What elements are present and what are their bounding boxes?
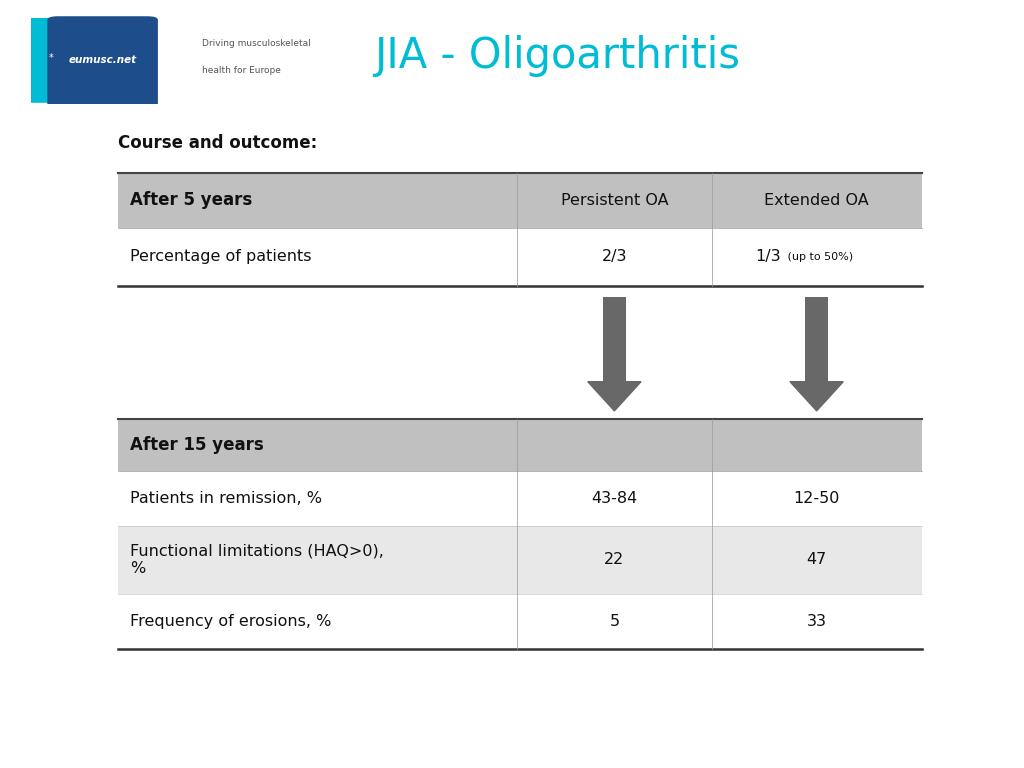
Text: 1/3: 1/3	[755, 250, 780, 264]
Text: (up to 50%): (up to 50%)	[784, 252, 853, 262]
Bar	[517, 228, 712, 286]
Bar	[712, 526, 922, 594]
Text: health for Europe: health for Europe	[202, 65, 281, 74]
Text: JIA - Oligoarthritis: JIA - Oligoarthritis	[374, 35, 739, 77]
Polygon shape	[588, 382, 641, 411]
Bar	[712, 419, 922, 471]
Bar	[712, 173, 922, 228]
Bar	[712, 594, 922, 649]
FancyBboxPatch shape	[19, 18, 119, 103]
Bar	[805, 297, 827, 382]
Text: *: *	[49, 53, 54, 63]
Text: eumusc.net: eumusc.net	[69, 55, 136, 65]
Text: Driving musculoskeletal: Driving musculoskeletal	[202, 39, 311, 48]
Bar	[517, 471, 712, 526]
Bar	[712, 228, 922, 286]
Text: Persistent OA: Persistent OA	[560, 193, 669, 208]
Text: Functional limitations (HAQ>0),
%: Functional limitations (HAQ>0), %	[130, 544, 384, 576]
Text: 47: 47	[807, 552, 826, 568]
Text: Extended OA: Extended OA	[764, 193, 869, 208]
FancyBboxPatch shape	[47, 16, 158, 108]
Text: 43-84: 43-84	[591, 491, 638, 506]
Bar	[517, 173, 712, 228]
Bar	[118, 173, 517, 228]
Text: 5: 5	[609, 614, 620, 629]
Text: Course and outcome:: Course and outcome:	[118, 134, 317, 152]
Bar	[603, 297, 626, 382]
Bar	[118, 471, 517, 526]
Bar	[118, 526, 517, 594]
Text: 12-50: 12-50	[794, 491, 840, 506]
Bar	[517, 526, 712, 594]
Bar	[517, 594, 712, 649]
Text: Frequency of erosions, %: Frequency of erosions, %	[130, 614, 332, 629]
Text: After 5 years: After 5 years	[130, 191, 252, 210]
Text: 2/3: 2/3	[602, 250, 627, 264]
Bar	[118, 594, 517, 649]
Text: 33: 33	[807, 614, 826, 629]
Text: 22: 22	[604, 552, 625, 568]
Polygon shape	[791, 382, 844, 411]
Text: After 15 years: After 15 years	[130, 435, 264, 454]
Bar	[118, 228, 517, 286]
Bar	[517, 419, 712, 471]
Bar	[118, 419, 517, 471]
Text: Patients in remission, %: Patients in remission, %	[130, 491, 322, 506]
Bar	[712, 471, 922, 526]
Text: Percentage of patients: Percentage of patients	[130, 250, 311, 264]
